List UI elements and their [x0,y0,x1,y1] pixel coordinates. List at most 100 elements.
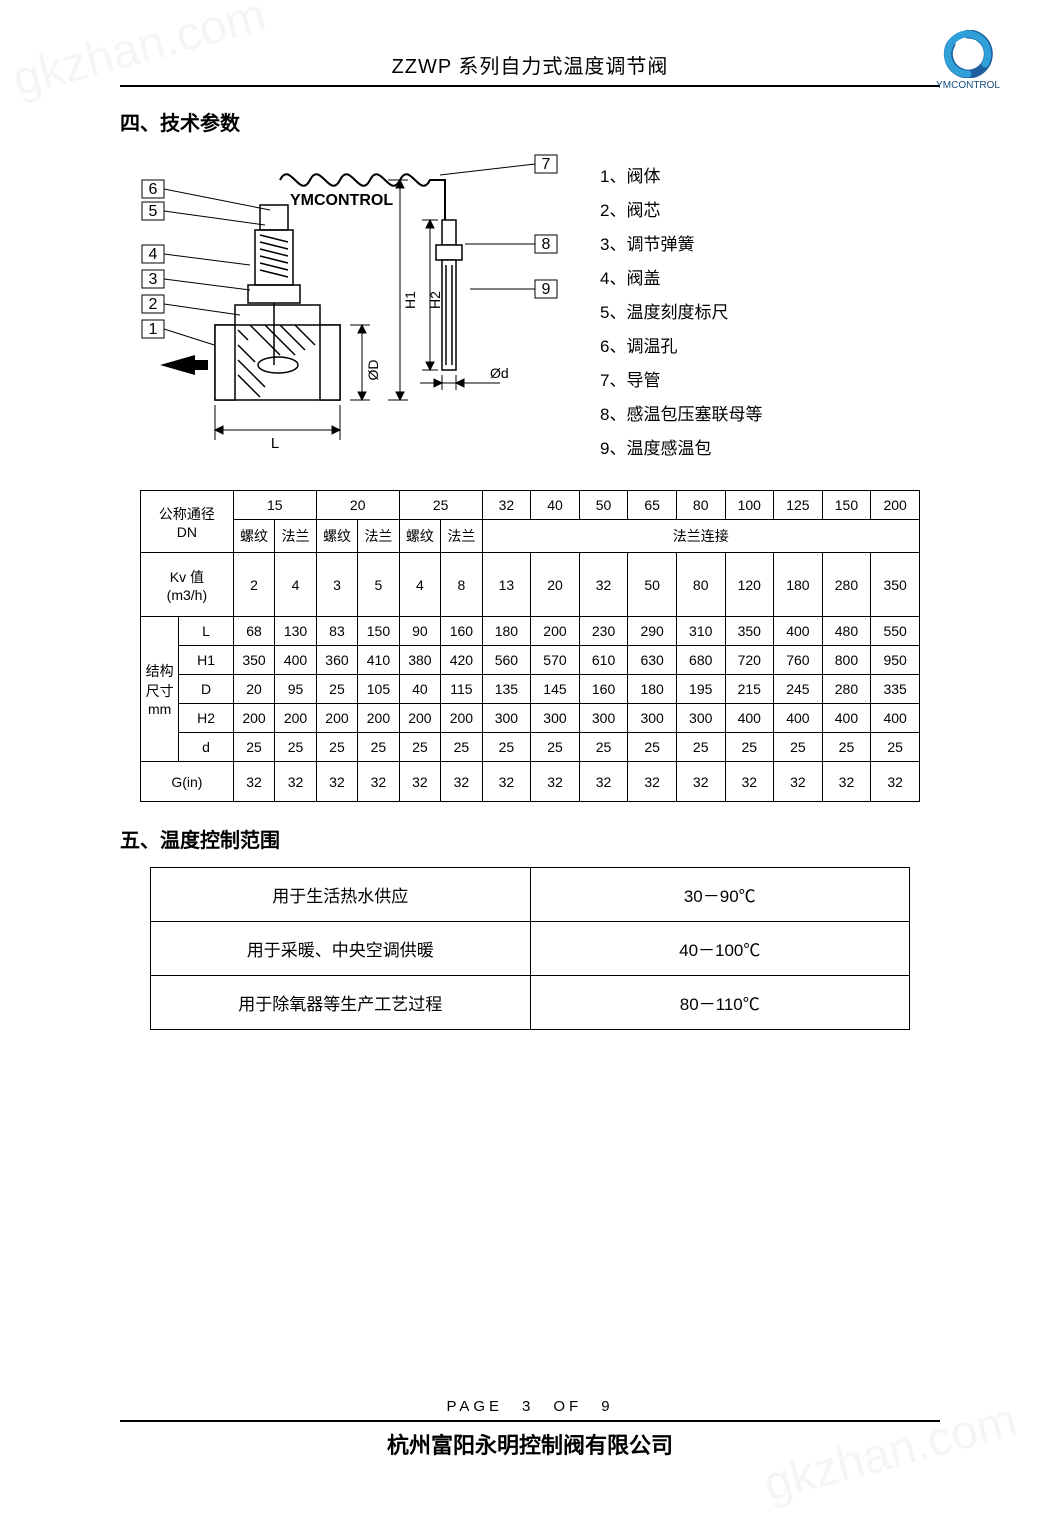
table-cell: 结构尺寸mm [141,617,179,762]
svg-text:Ød: Ød [490,365,509,381]
table-cell: 法兰 [441,520,482,553]
page-number: PAGE 3 OF 9 [120,1395,940,1422]
temp-use: 用于采暖、中央空调供暖 [151,922,531,976]
svg-text:1: 1 [149,321,158,338]
table-cell: 40 [531,491,580,520]
table-cell: 195 [676,675,725,704]
table-cell: 310 [676,617,725,646]
table-cell: 20 [233,675,274,704]
svg-text:9: 9 [542,281,551,298]
table-cell: 280 [822,675,871,704]
table-cell: 8 [441,553,482,617]
svg-text:2: 2 [149,296,158,313]
table-cell: 20 [531,553,580,617]
legend-item: 3、调节弹簧 [600,228,920,262]
table-cell: 125 [774,491,823,520]
table-cell: 95 [275,675,316,704]
table-cell: 32 [871,762,920,802]
table-cell: 25 [871,733,920,762]
table-cell: 400 [774,617,823,646]
table-cell: 3 [316,553,357,617]
table-cell: 32 [579,553,628,617]
table-cell: G(in) [141,762,234,802]
svg-text:YMCONTROL: YMCONTROL [290,192,393,209]
table-cell: 25 [676,733,725,762]
svg-text:7: 7 [542,156,551,173]
table-cell: 560 [482,646,531,675]
brand-logo: YMCONTROL [936,30,1000,91]
table-cell: 400 [871,704,920,733]
table-cell: 25 [358,733,399,762]
svg-text:4: 4 [149,246,158,263]
table-cell: 105 [358,675,399,704]
table-cell: 160 [441,617,482,646]
table-cell: 20 [316,491,399,520]
table-cell: 800 [822,646,871,675]
table-cell: 50 [628,553,677,617]
table-cell: 83 [316,617,357,646]
table-cell: 200 [399,704,440,733]
table-cell: 300 [579,704,628,733]
logo-swirl-icon [941,30,995,78]
svg-text:8: 8 [542,236,551,253]
table-cell: 32 [358,762,399,802]
table-cell: 32 [441,762,482,802]
spec-table: 公称通径DN1520253240506580100125150200螺纹法兰螺纹… [140,490,920,802]
table-cell: 200 [531,617,580,646]
table-cell: 290 [628,617,677,646]
table-cell: 螺纹 [316,520,357,553]
table-cell: 300 [628,704,677,733]
legend-list: 1、阀体2、阀芯3、调节弹簧4、阀盖5、温度刻度标尺6、调温孔7、导管8、感温包… [600,150,920,466]
table-cell: 550 [871,617,920,646]
table-cell: 80 [676,491,725,520]
table-cell: 90 [399,617,440,646]
svg-text:ØD: ØD [365,360,381,381]
temp-use: 用于生活热水供应 [151,868,531,922]
table-cell: 200 [316,704,357,733]
table-cell: 32 [774,762,823,802]
logo-text: YMCONTROL [936,80,1000,91]
table-cell: 80 [676,553,725,617]
table-cell: 32 [275,762,316,802]
page-container: ZZWP 系列自力式温度调节阀 YMCONTROL 四、技术参数 6 5 4 3… [0,0,1060,1080]
table-cell: 25 [399,733,440,762]
doc-title: ZZWP 系列自力式温度调节阀 [120,50,940,79]
table-cell: 380 [399,646,440,675]
table-cell: 65 [628,491,677,520]
table-cell: 610 [579,646,628,675]
table-cell: 25 [399,491,482,520]
temp-use: 用于除氧器等生产工艺过程 [151,976,531,1030]
page-footer: PAGE 3 OF 9 杭州富阳永明控制阀有限公司 [120,1395,940,1460]
table-cell: 115 [441,675,482,704]
table-cell: 32 [316,762,357,802]
svg-text:6: 6 [149,181,158,198]
table-cell: 150 [822,491,871,520]
table-cell: 410 [358,646,399,675]
table-cell: 法兰 [358,520,399,553]
table-cell: 630 [628,646,677,675]
legend-item: 7、导管 [600,364,920,398]
section4-title: 四、技术参数 [120,107,940,136]
legend-item: 4、阀盖 [600,262,920,296]
table-cell: 120 [725,553,774,617]
temp-range: 80－110℃ [530,976,910,1030]
table-cell: 215 [725,675,774,704]
table-cell: 25 [233,733,274,762]
table-cell: 32 [579,762,628,802]
table-cell: 180 [628,675,677,704]
table-cell: 螺纹 [233,520,274,553]
table-cell: 160 [579,675,628,704]
table-cell: 200 [275,704,316,733]
table-cell: 570 [531,646,580,675]
table-cell: L [179,617,234,646]
table-cell: 法兰连接 [482,520,919,553]
table-cell: 200 [441,704,482,733]
company-name: 杭州富阳永明控制阀有限公司 [120,1428,940,1460]
table-cell: 300 [482,704,531,733]
table-cell: 480 [822,617,871,646]
table-cell: 150 [358,617,399,646]
legend-item: 9、温度感温包 [600,432,920,466]
table-cell: 100 [725,491,774,520]
table-cell: 200 [358,704,399,733]
legend-item: 2、阀芯 [600,194,920,228]
